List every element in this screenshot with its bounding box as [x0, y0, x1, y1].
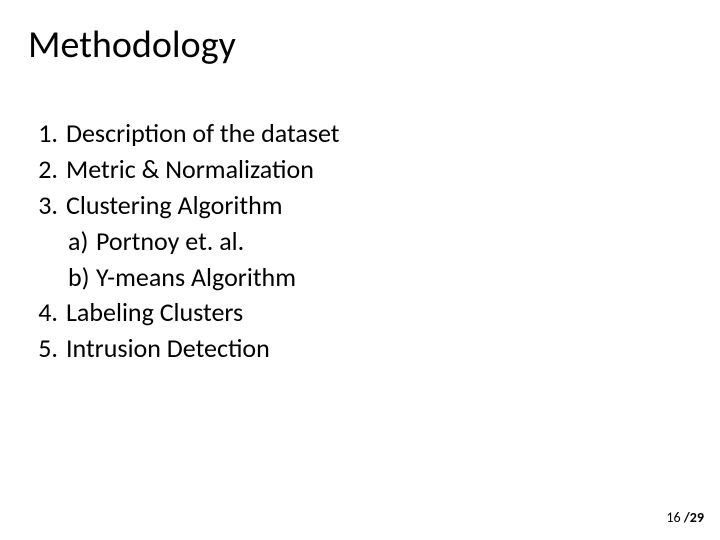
sub-list-item: a) Portnoy et. al. [36, 224, 696, 260]
item-number: 5. [36, 331, 66, 367]
item-number: 4. [36, 295, 66, 331]
item-number: 3. [36, 188, 66, 224]
indent-spacer [36, 224, 66, 260]
subitem-letter: b) [66, 260, 96, 296]
sub-list-item: b) Y-means Algorithm [36, 260, 696, 296]
page-sep: / [681, 509, 690, 526]
item-text: Labeling Clusters [66, 295, 243, 331]
item-number: 2. [36, 152, 66, 188]
item-text: Intrusion Detection [66, 331, 270, 367]
list-item: 5. Intrusion Detection [36, 331, 696, 367]
outline-list: 1. Description of the dataset 2. Metric … [36, 116, 696, 367]
list-item: 4. Labeling Clusters [36, 295, 696, 331]
item-text: Metric & Normalization [66, 152, 314, 188]
indent-spacer [36, 260, 66, 296]
list-item: 2. Metric & Normalization [36, 152, 696, 188]
list-item: 3. Clustering Algorithm [36, 188, 696, 224]
item-text: Description of the dataset [66, 116, 340, 152]
page-total: 29 [690, 509, 704, 526]
slide: Methodology 1. Description of the datase… [0, 0, 720, 540]
page-number: 16 /29 [666, 509, 704, 526]
subitem-letter: a) [66, 224, 96, 260]
item-text: Clustering Algorithm [66, 188, 283, 224]
item-number: 1. [36, 116, 66, 152]
subitem-text: Portnoy et. al. [96, 224, 244, 260]
subitem-text: Y-means Algorithm [96, 260, 296, 296]
list-item: 1. Description of the dataset [36, 116, 696, 152]
slide-title: Methodology [28, 22, 696, 68]
page-current: 16 [666, 509, 680, 526]
